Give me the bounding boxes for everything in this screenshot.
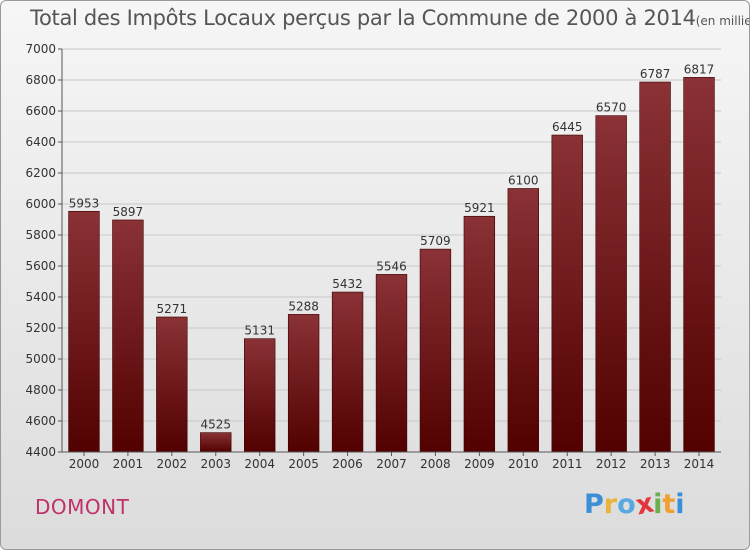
y-tick-label: 5600 [25,259,56,273]
x-tick-label-2008: 2008 [420,457,451,471]
x-tick-label-2013: 2013 [640,457,671,471]
x-tick-label-2006: 2006 [332,457,363,471]
y-tick-label: 5200 [25,321,56,335]
y-tick-label: 6600 [25,104,56,118]
data-label-2013: 6787 [640,67,671,81]
data-label-2008: 5709 [420,234,451,248]
logo-letter: t [662,489,676,520]
x-tick-label-2009: 2009 [464,457,495,471]
bar-2002 [156,316,188,453]
data-label-2000: 5953 [69,196,100,210]
proxiti-logo: Proxiti [584,488,685,522]
x-tick-label-2001: 2001 [113,457,144,471]
x-tick-label-2007: 2007 [376,457,407,471]
bar-2010 [507,188,539,453]
bar-2005 [287,314,320,453]
x-tick-label-2012: 2012 [596,457,627,471]
x-tick-label-2005: 2005 [288,457,319,471]
y-tick-label: 5000 [25,352,56,366]
data-label-2014: 6817 [684,62,715,76]
bar-2006 [331,291,364,453]
chart-title: Total des Impôts Locaux perçus par la Co… [30,6,749,30]
data-label-2012: 6570 [596,101,627,115]
y-tick-label: 5400 [25,290,56,304]
chart-unit-label: (en milliers d'€) [695,14,749,28]
y-tick-label: 6000 [25,197,56,211]
bar-2012 [595,115,627,453]
logo-letter: P [584,489,604,520]
x-tick-label-2004: 2004 [244,457,275,471]
logo-letter: r [603,489,618,520]
y-tick-label: 7000 [25,42,56,56]
x-tick-label-2003: 2003 [200,457,231,471]
x-tick-label-2011: 2011 [552,457,583,471]
x-axis-ticks: 2000 2001 2002 2003 2004 2005 2006 2007 2008 2009… [62,451,721,471]
bars [68,77,715,453]
data-label-2006: 5432 [332,277,363,291]
bar-2013 [639,81,671,453]
logo-letter: o [617,489,636,520]
logo-letter: i [675,489,685,520]
bar-2011 [551,134,583,453]
y-tick-label: 6200 [25,166,56,180]
logo-letter: i [653,489,663,520]
y-tick-label: 4800 [25,383,56,397]
data-label-2010: 6100 [508,174,539,188]
bar-2009 [463,215,496,453]
y-tick-label: 6400 [25,135,56,149]
y-tick-label: 5800 [25,228,56,242]
y-axis-ticks: 4400 4600 4800 5000 5200 5400 5600 5800 6000 6200… [25,42,63,459]
bar-2008 [419,248,452,453]
x-tick-label-2010: 2010 [508,457,539,471]
y-tick-label: 4400 [25,445,56,459]
x-tick-label-2000: 2000 [69,457,100,471]
data-label-2005: 5288 [288,299,319,313]
y-tick-label: 4600 [25,414,56,428]
chart-title-text: Total des Impôts Locaux perçus par la Co… [30,6,696,30]
y-tick-label: 6800 [25,73,56,87]
data-labels: 5953 5897 5271 4525 5131 5288 5432 5546 5709 5921… [69,62,715,431]
x-tick-label-2014: 2014 [684,457,715,471]
data-label-2004: 5131 [244,324,275,338]
bar-2000 [68,210,100,453]
x-tick-label-2002: 2002 [157,457,188,471]
commune-name: DOMONT [35,495,130,519]
data-label-2001: 5897 [113,205,144,219]
data-label-2011: 6445 [552,120,583,134]
bar-2014 [683,77,715,453]
data-label-2007: 5546 [376,259,407,273]
data-label-2009: 5921 [464,201,495,215]
bar-2007 [375,274,408,453]
bar-2003 [200,432,232,453]
bar-2004 [244,338,276,453]
data-label-2002: 5271 [157,302,188,316]
bar-2001 [112,219,144,453]
data-label-2003: 4525 [200,418,231,432]
